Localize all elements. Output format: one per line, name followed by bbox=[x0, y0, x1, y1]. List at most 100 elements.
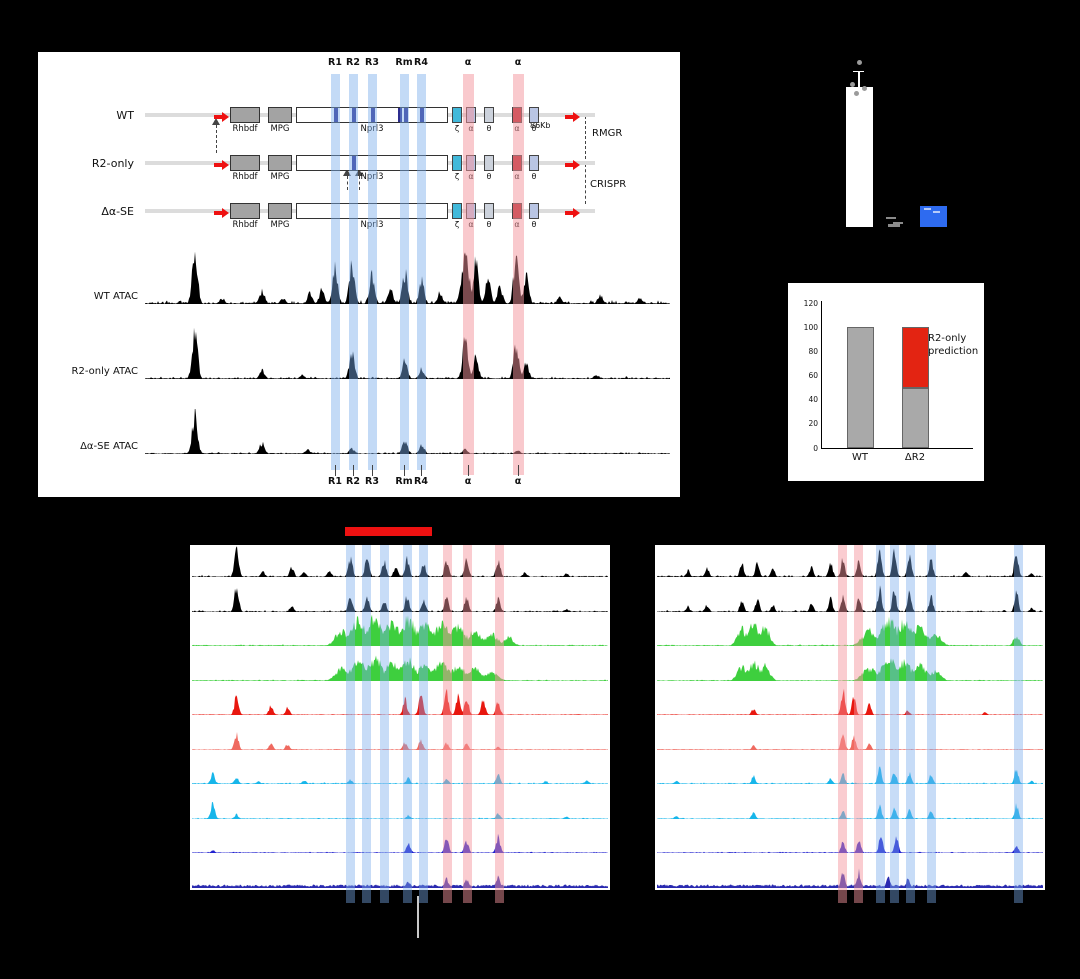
globin-gene-label: α bbox=[468, 124, 474, 133]
bar bbox=[888, 224, 900, 227]
enhancer-bar bbox=[352, 108, 356, 122]
region-label-top: α bbox=[464, 57, 472, 68]
lox-arrow-tail bbox=[214, 211, 222, 215]
r2-pointer-arrowhead-2-icon bbox=[355, 169, 363, 176]
globin-gene-label: θ bbox=[531, 124, 537, 133]
bar-top-mark bbox=[933, 211, 940, 213]
globin-gene-box bbox=[466, 107, 476, 123]
region-label-bottom: α bbox=[514, 476, 522, 487]
lox-arrow-tail bbox=[214, 115, 222, 119]
coverage-track bbox=[657, 616, 1043, 646]
globin-gene-box bbox=[466, 155, 476, 171]
lox-arrow-head-icon bbox=[222, 112, 229, 122]
bar bbox=[920, 206, 947, 227]
gene-label: MPG bbox=[270, 124, 290, 134]
construct-label: WT bbox=[116, 109, 134, 122]
y-tick-label: 100 bbox=[803, 322, 818, 332]
enhancer-bar bbox=[334, 108, 338, 122]
scatter-dot bbox=[861, 85, 867, 91]
scatter-dot bbox=[849, 81, 855, 87]
x-axis bbox=[821, 448, 973, 449]
gene-box bbox=[268, 203, 292, 219]
y-axis bbox=[821, 301, 822, 449]
enhancer-bar bbox=[404, 108, 408, 122]
gene-box bbox=[230, 203, 260, 219]
crispr-label: CRISPR bbox=[590, 179, 627, 190]
bar-top-mark bbox=[924, 208, 931, 210]
globin-gene-box bbox=[452, 107, 462, 123]
lox-arrow-head-icon bbox=[222, 208, 229, 218]
coverage-track bbox=[192, 546, 608, 577]
coverage-track bbox=[657, 688, 1043, 715]
bar bbox=[846, 87, 873, 227]
region-label-top: R1 bbox=[328, 57, 342, 68]
globin-gene-box bbox=[529, 203, 539, 219]
globin-gene-box bbox=[512, 107, 522, 123]
mid-mark bbox=[893, 222, 903, 224]
region-label-bottom: R3 bbox=[365, 476, 379, 487]
gene-label: Nprl3 bbox=[360, 124, 384, 134]
globin-gene-box bbox=[484, 155, 494, 171]
coverage-track bbox=[192, 801, 608, 819]
region-label-bottom: R4 bbox=[414, 476, 428, 487]
coverage-track bbox=[192, 588, 608, 612]
panel-d-track-stack-left bbox=[190, 545, 610, 890]
label-tick bbox=[404, 465, 405, 476]
alpha-se-red-bar bbox=[345, 527, 432, 536]
gene-label: Rhbdf bbox=[232, 124, 258, 134]
gene-box bbox=[230, 155, 260, 171]
globin-gene-box bbox=[484, 203, 494, 219]
rmgr-label: RMGR bbox=[592, 128, 623, 139]
globin-gene-box bbox=[512, 155, 522, 171]
r2-pointer-dashed-2 bbox=[359, 176, 360, 190]
coverage-track bbox=[657, 734, 1043, 750]
coverage-track bbox=[657, 868, 1043, 888]
globin-gene-box bbox=[529, 107, 539, 123]
lox-arrow-head-icon bbox=[573, 160, 580, 170]
coverage-track bbox=[192, 833, 608, 853]
atac-track-label: R2-only ATAC bbox=[71, 366, 138, 377]
distance-label: 86Kb bbox=[530, 121, 551, 130]
nprl3-box bbox=[296, 203, 448, 219]
coverage-track bbox=[657, 585, 1043, 612]
label-tick bbox=[421, 465, 422, 476]
connector-left-arrowhead-icon bbox=[212, 118, 220, 125]
globin-gene-label: α bbox=[468, 172, 474, 181]
gene-box bbox=[230, 107, 260, 123]
label-tick bbox=[468, 465, 469, 476]
coverage-track bbox=[192, 655, 608, 681]
x-tick-label: WT bbox=[852, 452, 868, 463]
enhancer-bar bbox=[398, 108, 402, 122]
gene-label: Rhbdf bbox=[232, 220, 258, 230]
lox-arrow-tail bbox=[214, 163, 222, 167]
y-tick-label: 80 bbox=[808, 346, 818, 356]
coverage-track bbox=[657, 803, 1043, 819]
y-tick-label: 40 bbox=[808, 395, 818, 405]
globin-gene-box bbox=[529, 155, 539, 171]
coverage-track bbox=[192, 615, 608, 646]
region-label-bottom: α bbox=[464, 476, 472, 487]
region-label-top: R2 bbox=[346, 57, 360, 68]
mid-mark bbox=[886, 217, 896, 219]
bar-observed bbox=[901, 387, 929, 448]
globin-gene-label: θ bbox=[531, 172, 537, 181]
globin-gene-box bbox=[466, 203, 476, 219]
coverage-track bbox=[192, 771, 608, 784]
scatter-dot bbox=[856, 59, 862, 65]
y-tick-label: 120 bbox=[803, 298, 818, 308]
coverage-track bbox=[145, 409, 670, 454]
globin-gene-box bbox=[484, 107, 494, 123]
region-label-bottom: Rm bbox=[395, 476, 413, 487]
globin-gene-label: ζ bbox=[454, 172, 460, 181]
region-label-top: Rm bbox=[395, 57, 413, 68]
error-whisker bbox=[858, 71, 860, 87]
gene-box bbox=[268, 155, 292, 171]
coverage-track bbox=[145, 328, 670, 379]
enhancer-bar bbox=[420, 108, 424, 122]
globin-gene-label: θ bbox=[531, 220, 537, 229]
construct-label: Δα-SE bbox=[101, 205, 134, 218]
label-tick bbox=[335, 465, 336, 476]
enhancer-bar bbox=[352, 156, 356, 170]
bar-prediction bbox=[901, 327, 929, 388]
globin-gene-box bbox=[452, 203, 462, 219]
